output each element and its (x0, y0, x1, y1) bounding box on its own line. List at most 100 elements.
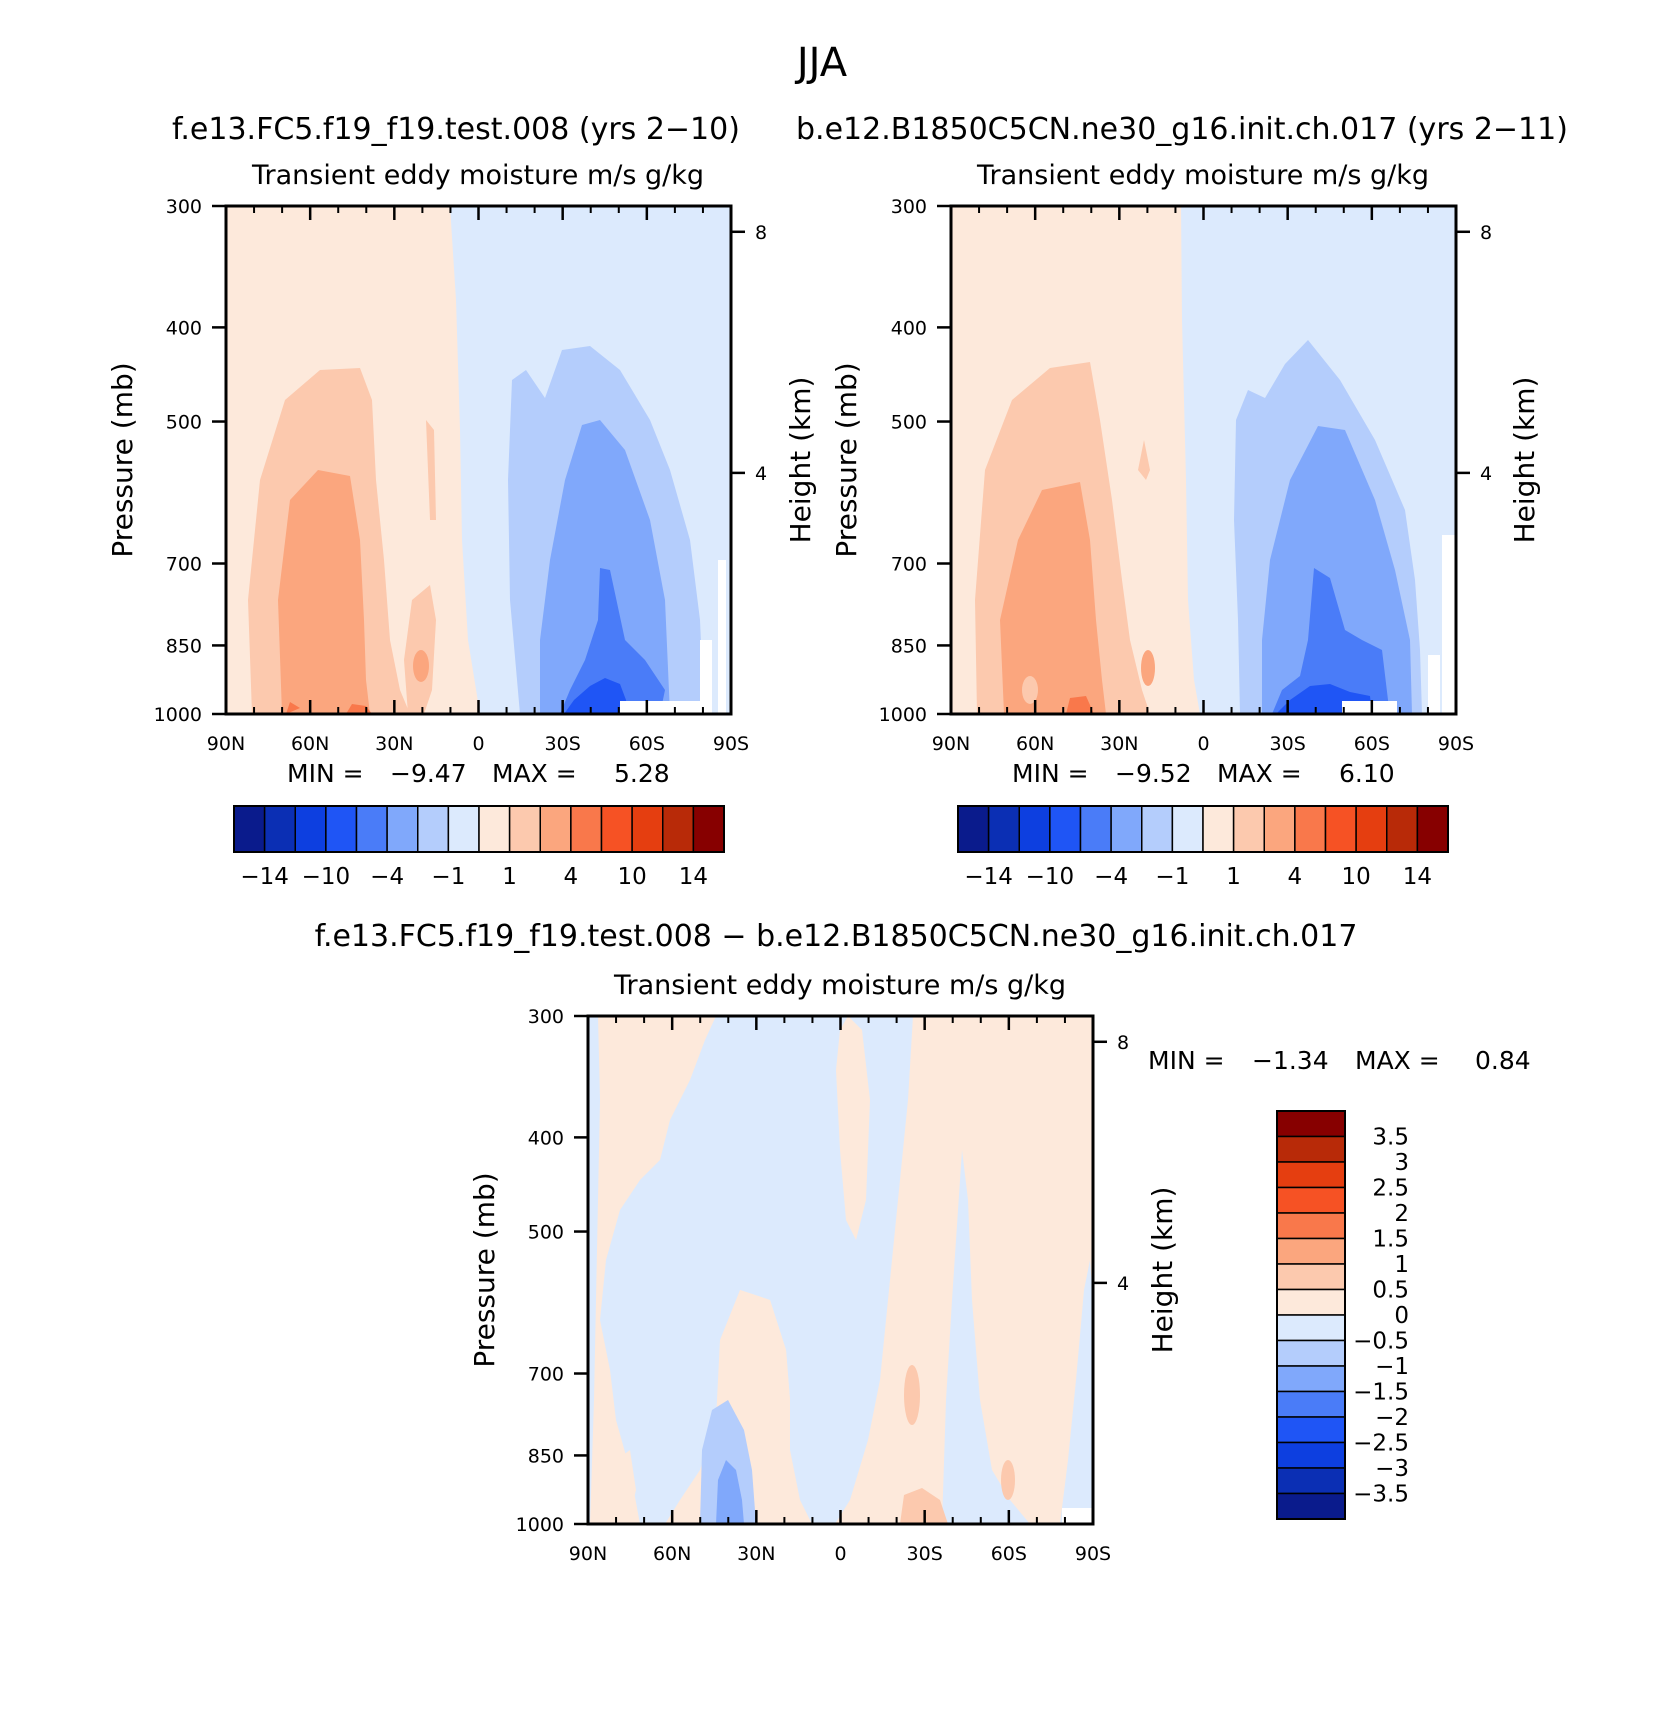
colorbar-swatch (1276, 1365, 1346, 1393)
y-tick-label: 1000 (516, 1514, 564, 1536)
colorbar-label: −3 (1375, 1456, 1409, 1482)
y-tick-label: 300 (166, 196, 202, 218)
colorbar-swatch (1018, 805, 1051, 853)
colorbar-swatch (1276, 1263, 1346, 1291)
colorbar-swatch (1386, 805, 1419, 853)
colorbar-label: 4 (564, 864, 579, 890)
colorbar-swatch (1276, 1492, 1346, 1520)
colorbar-swatch (478, 805, 511, 853)
colorbar-label: 14 (1403, 864, 1432, 890)
x-tick-label: 90S (1075, 1543, 1111, 1565)
diff-label: f.e13.FC5.f19_f19.test.008 − b.e12.B1850… (315, 919, 1358, 954)
axis-ticks-difference: 90N 60N 30N 0 30S 60S 90S 300 400 500 700 850 1000 8 4 (516, 1006, 1129, 1565)
y-tick-label: 400 (166, 317, 202, 339)
y-tick-label: 1000 (154, 704, 202, 726)
x-tick-label: 60N (291, 733, 329, 755)
y2-axis-label-case2: Height (km) (1508, 377, 1541, 544)
x-tick-label: 60N (653, 1543, 691, 1565)
y2-axis-label-case1: Height (km) (784, 377, 817, 544)
y-tick-label: 850 (166, 635, 202, 657)
colorbar-swatch (1276, 1339, 1346, 1367)
x-tick-label: 30N (737, 1543, 775, 1565)
colorbar-swatch (1276, 1441, 1346, 1469)
colorbar-swatch (539, 805, 572, 853)
colorbar-case2: −14 −10 −4 −1 1 4 10 14 (957, 805, 1449, 890)
colorbar-swatch (386, 805, 419, 853)
panel-title-case1: Transient eddy moisture m/s g/kg (251, 160, 704, 191)
colorbar-label: 3 (1394, 1150, 1409, 1176)
y-tick-label: 1000 (879, 704, 927, 726)
x-tick-label: 30S (1270, 733, 1306, 755)
x-tick-label: 60S (1354, 733, 1390, 755)
colorbar-label: 10 (617, 864, 646, 890)
colorbar-label: −1.5 (1353, 1380, 1409, 1406)
colorbar-label: −3.5 (1353, 1482, 1409, 1508)
colorbar-swatch (417, 805, 450, 853)
panel-title-difference: Transient eddy moisture m/s g/kg (613, 970, 1066, 1001)
x-tick-label: 30S (545, 733, 581, 755)
y-tick-label: 300 (528, 1006, 564, 1028)
x-tick-label: 30N (375, 733, 413, 755)
contour-field-case1 (226, 206, 731, 714)
colorbar-swatch (1276, 1135, 1346, 1163)
colorbar-swatch (600, 805, 633, 853)
colorbar-label: 0.5 (1372, 1278, 1409, 1304)
colorbar-label: −0.5 (1353, 1329, 1409, 1355)
colorbar-label: 1 (1394, 1252, 1409, 1278)
colorbar-frame (233, 805, 725, 853)
colorbar-label: 1 (1226, 864, 1241, 890)
colorbar-swatch (1294, 805, 1327, 853)
axis-ticks-case1: 90N 60N 30N 0 30S 60S 90S 300 400 500 700 850 1000 8 4 (154, 196, 767, 755)
y-axis-label-difference: Pressure (mb) (468, 1172, 501, 1367)
x-tick-label: 90S (1438, 733, 1474, 755)
y2-tick-label: 4 (755, 463, 767, 485)
colorbar-label: 2.5 (1372, 1176, 1409, 1202)
colorbar-swatch (294, 805, 327, 853)
max-value: 6.10 (1339, 759, 1395, 788)
colorbar-label: 0 (1394, 1303, 1409, 1329)
colorbar-label: −1 (1375, 1354, 1409, 1380)
y2-tick-label: 8 (1480, 222, 1492, 244)
colorbar-swatch (1276, 1161, 1346, 1189)
axis-ticks-case2: 90N 60N 30N 0 30S 60S 90S 300 400 500 700 850 1000 8 4 (879, 196, 1492, 755)
y-tick-label: 300 (891, 196, 927, 218)
y2-tick-label: 4 (1480, 463, 1492, 485)
max-label: MAX = (492, 759, 577, 788)
max-value: 5.28 (614, 759, 670, 788)
y2-tick-label: 8 (1117, 1032, 1129, 1054)
colorbar-label: −4 (1094, 864, 1128, 890)
y2-tick-label: 4 (1117, 1273, 1129, 1295)
colorbar-frame (1276, 1110, 1346, 1520)
colorbar-label: −10 (1026, 864, 1075, 890)
y-axis-label-case1: Pressure (mb) (106, 362, 139, 557)
colorbar-swatch (1276, 1212, 1346, 1240)
colorbar-swatch (1141, 805, 1174, 853)
colorbar-swatch (325, 805, 358, 853)
colorbar-swatch (1232, 805, 1265, 853)
x-tick-label: 0 (1197, 733, 1209, 755)
colorbar-swatch (987, 805, 1020, 853)
colorbar-swatch (1276, 1186, 1346, 1214)
panel-case2: 90N 60N 30N 0 30S 60S 90S 300 400 500 700 850 1000 8 4… (830, 160, 1541, 890)
colorbar-label: −14 (964, 864, 1013, 890)
min-max-difference: MIN = −1.34 MAX = 0.84 (1148, 1046, 1531, 1075)
colorbar-swatch (957, 805, 990, 853)
x-tick-label: 90N (207, 733, 245, 755)
panel-difference: 90N 60N 30N 0 30S 60S 90S 300 400 500 700 850 1000 8 4… (468, 970, 1531, 1565)
colorbar-swatch (1171, 805, 1204, 853)
min-value: −9.52 (1115, 759, 1192, 788)
max-label: MAX = (1217, 759, 1302, 788)
colorbar-label: −2 (1375, 1405, 1409, 1431)
colorbar-swatch (263, 805, 296, 853)
figure-title: JJA (794, 40, 848, 86)
colorbar-swatch (1276, 1110, 1346, 1138)
y-tick-label: 700 (166, 554, 202, 576)
x-tick-label: 30N (1100, 733, 1138, 755)
y-tick-label: 400 (528, 1127, 564, 1149)
colorbar-swatch (1324, 805, 1357, 853)
x-tick-label: 60S (629, 733, 665, 755)
colorbar-swatch (1049, 805, 1082, 853)
colorbar-swatch (1202, 805, 1235, 853)
contour-field-difference (588, 1016, 1093, 1524)
